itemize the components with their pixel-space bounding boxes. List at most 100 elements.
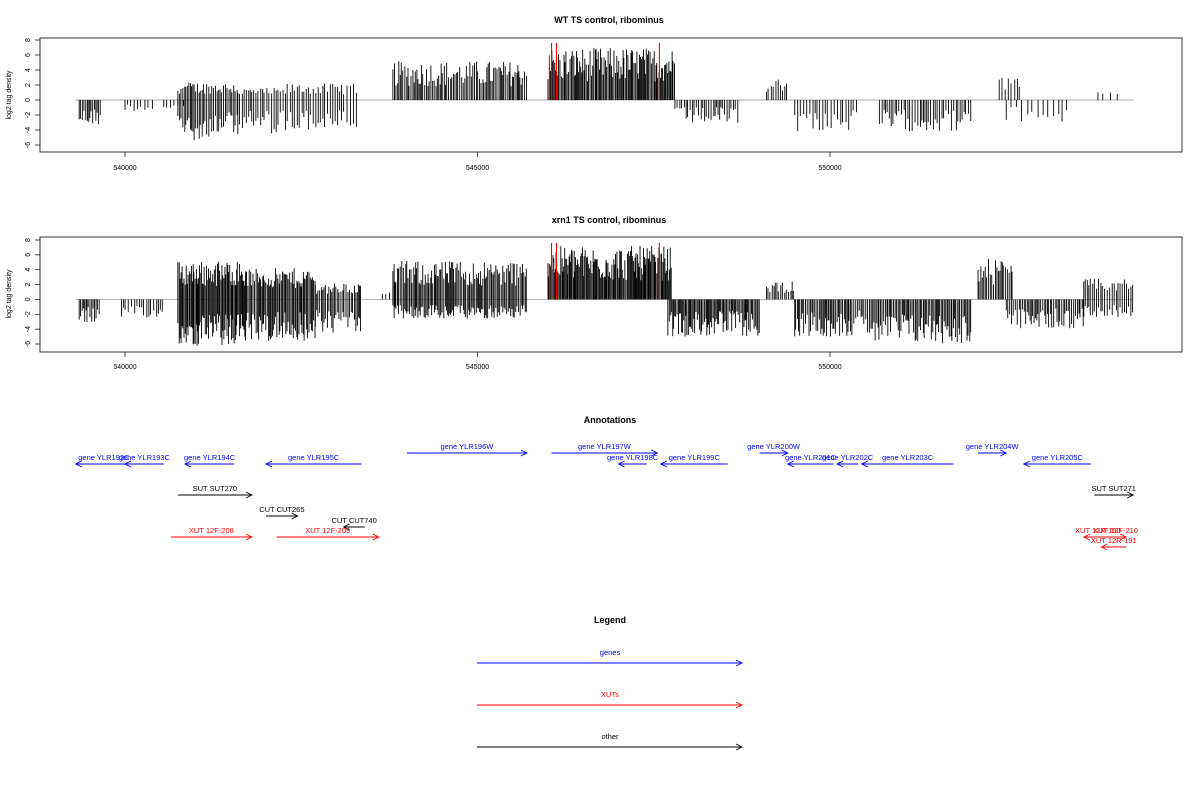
legend-label: XUTs <box>601 690 619 699</box>
xrn1-x-axis: 540000 545000 550000 <box>113 352 842 371</box>
annotation-feature: gene YLR192C <box>74 453 133 468</box>
feature-label: CUT CUT265 <box>259 505 304 514</box>
wt-coverage-panel: WT TS control, ribominus log2 tag densit… <box>6 15 1183 172</box>
y-tick-label: -6 <box>25 142 32 148</box>
x-tick-label: 550000 <box>818 165 841 172</box>
feature-arrowhead-icon <box>1119 533 1128 541</box>
y-tick-label: 2 <box>25 283 32 287</box>
feature-label: SUT SUT271 <box>1092 484 1136 493</box>
annotation-feature: gene YLR202C <box>822 453 874 468</box>
feature-label: XUT 12F-210 <box>1093 526 1138 535</box>
xrn1-y-axis-label: log2 tag density <box>6 269 13 319</box>
annotation-feature: gene YLR201C <box>785 453 837 468</box>
feature-arrowhead-icon <box>651 449 659 457</box>
feature-label: XUT 12R-190 <box>1075 526 1121 535</box>
annotation-feature: gene YLR200W <box>747 442 801 457</box>
annotation-feature: gene YLR196W <box>407 442 528 457</box>
wt-coverage-bars <box>75 43 1134 141</box>
y-tick-label: -4 <box>25 326 32 332</box>
annotation-feature: CUT CUT265 <box>259 505 305 520</box>
y-tick-label: 4 <box>25 68 32 72</box>
y-tick-label: -4 <box>25 127 32 133</box>
annotation-feature: CUT CUT740 <box>331 516 377 531</box>
feature-arrowhead-icon <box>123 460 132 468</box>
feature-label: XUT 12F-209 <box>305 526 350 535</box>
y-tick-label: 2 <box>25 83 32 87</box>
feature-label: SUT SUT270 <box>193 484 237 493</box>
y-tick-label: 0 <box>25 297 32 301</box>
feature-arrowhead-icon <box>1126 491 1135 499</box>
feature-arrowhead-icon <box>786 460 794 468</box>
y-tick-label: 6 <box>25 253 32 257</box>
wt-plot-frame <box>39 37 1183 153</box>
feature-arrowhead-icon <box>183 460 192 468</box>
feature-arrowhead-icon <box>781 449 789 457</box>
wt-y-axis-label: log2 tag density <box>6 70 13 120</box>
feature-arrowhead-icon <box>245 533 253 541</box>
legend-label: genes <box>600 648 621 657</box>
wt-y-axis: -6 -4 -2 0 2 4 6 8 <box>25 38 40 148</box>
y-tick-label: 6 <box>25 53 32 57</box>
feature-label: gene YLR202C <box>822 453 874 462</box>
y-tick-label: 8 <box>25 238 32 242</box>
xrn1-panel-title: xrn1 TS control, ribominus <box>552 215 667 225</box>
legend-arrowhead-icon <box>735 701 744 709</box>
feature-arrowhead-icon <box>372 533 380 541</box>
legend: Legend genes XUTs other <box>477 615 744 751</box>
feature-label: gene YLR195C <box>288 453 340 462</box>
feature-arrowhead-icon <box>1022 460 1031 468</box>
xrn1-plot-frame <box>39 236 1183 353</box>
feature-arrowhead-icon <box>291 512 299 520</box>
wt-x-axis: 540000 545000 550000 <box>113 152 842 172</box>
y-tick-label: 8 <box>25 38 32 42</box>
xrn1-coverage-panel: xrn1 TS control, ribominus log2 tag dens… <box>6 215 1183 371</box>
annotation-feature: gene YLR204W <box>966 442 1020 457</box>
annotation-feature: gene YLR205C <box>1022 453 1091 468</box>
feature-label: gene YLR193C <box>119 453 171 462</box>
legend-arrowhead-icon <box>735 659 744 667</box>
feature-arrowhead-icon <box>342 523 350 531</box>
y-tick-label: 0 <box>25 98 32 102</box>
xrn1-coverage-bars <box>75 242 1134 346</box>
feature-label: XUT 12F-208 <box>189 526 234 535</box>
annotation-feature: SUT SUT270 <box>177 484 253 499</box>
feature-label: gene YLR205C <box>1032 453 1084 462</box>
x-tick-label: 545000 <box>466 165 489 172</box>
legend-item: genes <box>477 648 744 667</box>
legend-items: genes XUTs other <box>477 648 744 751</box>
feature-arrowhead-icon <box>264 460 273 468</box>
x-tick-label: 540000 <box>113 165 136 172</box>
feature-label: XUT 12R-191 <box>1091 536 1137 545</box>
feature-arrowhead-icon <box>860 460 868 468</box>
wt-panel-title: WT TS control, ribominus <box>554 15 664 25</box>
legend-label: other <box>601 732 619 741</box>
xrn1-y-axis: -6 -4 -2 0 2 4 6 8 <box>25 238 40 347</box>
x-tick-label: 545000 <box>466 364 489 371</box>
feature-label: CUT CUT740 <box>331 516 376 525</box>
feature-arrowhead-icon <box>1100 543 1108 551</box>
legend-item: XUTs <box>477 690 744 709</box>
feature-arrowhead-icon <box>1000 449 1008 457</box>
legend-title: Legend <box>594 615 626 625</box>
annotation-feature: gene YLR199C <box>659 453 728 468</box>
feature-arrowhead-icon <box>1082 533 1091 541</box>
feature-arrowhead-icon <box>617 460 625 468</box>
feature-arrowhead-icon <box>520 449 528 457</box>
y-tick-label: 4 <box>25 268 32 272</box>
annotation-feature: gene YLR195C <box>264 453 362 468</box>
feature-label: gene YLR200W <box>747 442 801 451</box>
feature-arrowhead-icon <box>245 491 253 499</box>
feature-label: gene YLR203C <box>882 453 934 462</box>
feature-label: gene YLR196W <box>441 442 495 451</box>
feature-label: gene YLR198C <box>607 453 659 462</box>
legend-item: other <box>477 732 744 751</box>
feature-label: gene YLR204W <box>966 442 1020 451</box>
feature-arrowhead-icon <box>836 460 844 468</box>
annotation-feature: gene YLR194C <box>183 453 236 468</box>
feature-label: gene YLR199C <box>669 453 721 462</box>
annotation-feature: gene YLR193C <box>119 453 171 468</box>
y-tick-label: -2 <box>25 311 32 317</box>
